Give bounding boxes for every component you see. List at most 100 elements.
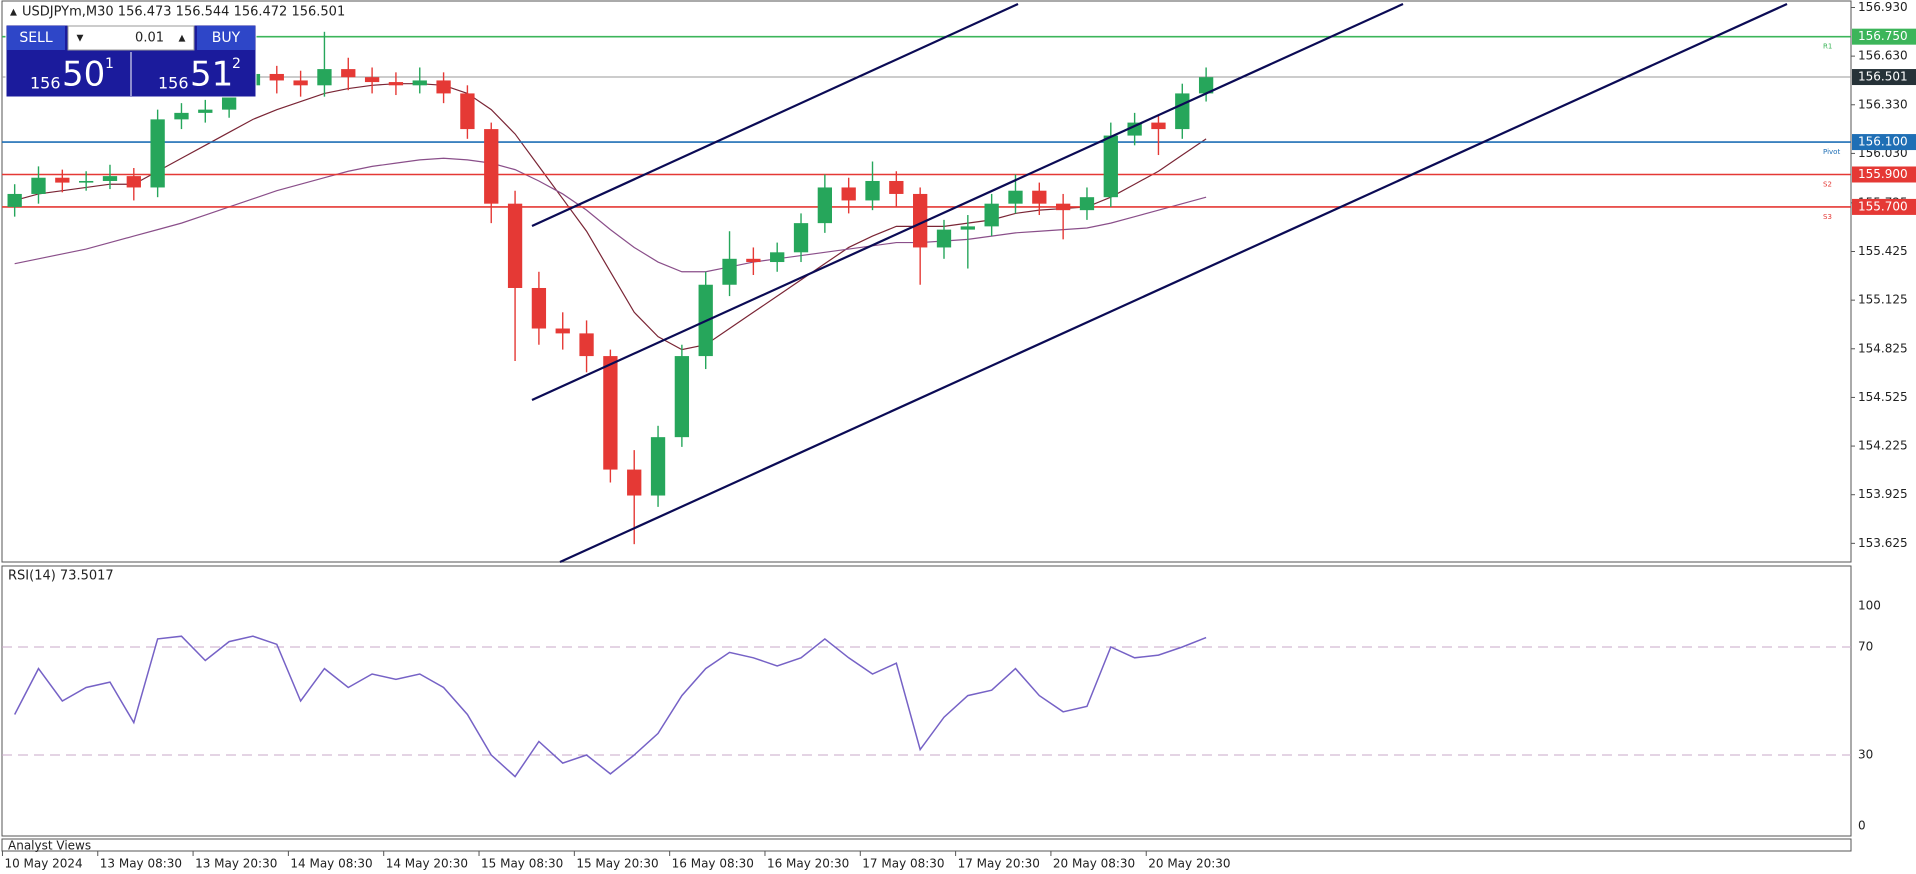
analyst-label: Analyst Views	[8, 839, 91, 853]
level-label: 155.900	[1858, 167, 1908, 181]
candle-body	[7, 193, 22, 207]
moving-average	[14, 83, 1207, 351]
rsi-panel	[1, 565, 1852, 837]
x-tick-label: 13 May 08:30	[100, 857, 182, 871]
candle-body	[960, 226, 975, 230]
level-tag: R1	[1823, 43, 1832, 51]
y-tick-label: 156.630	[1858, 49, 1908, 63]
level-label: 155.700	[1858, 199, 1908, 213]
candle-body	[1151, 122, 1166, 130]
ask-big: 156	[158, 74, 189, 93]
sell-button[interactable]	[7, 26, 65, 50]
level-tag: S3	[1823, 213, 1832, 221]
main-panel	[1, 0, 1852, 563]
candle-body	[770, 252, 785, 263]
candle-body	[913, 193, 928, 248]
candle-body	[436, 80, 451, 94]
y-tick-label: 154.225	[1858, 439, 1908, 453]
candle-body	[388, 82, 404, 86]
candle-body	[31, 177, 46, 194]
y-tick-label: 156.930	[1858, 0, 1908, 14]
level-label-bg	[1852, 198, 1916, 215]
y-tick-label: 30	[1858, 748, 1873, 762]
y-tick-label: 154.525	[1858, 390, 1908, 404]
lot-down[interactable]: ▼	[77, 34, 84, 44]
candle-body	[650, 437, 666, 496]
symbol-header: USDJPYm,M30 156.473 156.544 156.472 156.…	[22, 5, 345, 20]
y-tick-label: 70	[1858, 640, 1873, 654]
buy-button[interactable]	[197, 26, 255, 50]
trade-panel: SELL ▼ ▲ 0.01 BUY 156 50 1 156 51 2	[5, 24, 257, 98]
sell-text: SELL	[19, 30, 53, 46]
ask: 51	[190, 55, 233, 95]
candle-body	[603, 356, 618, 470]
trend-line	[531, 2, 1019, 228]
x-tick-label: 17 May 20:30	[958, 857, 1040, 871]
candle-body	[341, 69, 356, 78]
lot-box[interactable]	[67, 25, 195, 51]
candle-body	[364, 77, 380, 83]
candle-body	[317, 69, 332, 86]
candle-body	[984, 203, 999, 227]
candle-body	[793, 223, 809, 253]
candle-body	[102, 176, 118, 181]
candle-body	[412, 80, 427, 86]
x-tick-label: 10 May 2024	[4, 857, 82, 871]
candle-body	[674, 356, 690, 438]
candle-body	[269, 73, 284, 81]
candle-body	[722, 258, 737, 285]
candle-body	[1079, 197, 1095, 211]
level-tag: S2	[1823, 180, 1832, 188]
x-tick-label: 16 May 08:30	[672, 857, 754, 871]
level-label-bg	[1852, 69, 1916, 86]
candle-body	[531, 287, 547, 329]
candle-body	[555, 328, 570, 334]
candle-body	[889, 180, 904, 194]
candle-body	[1127, 122, 1142, 136]
ask-sup: 2	[232, 56, 241, 72]
level-label: 156.501	[1858, 70, 1908, 84]
bid-sup: 1	[105, 56, 114, 72]
candle-body	[174, 112, 189, 120]
y-tick-label: 100	[1858, 599, 1881, 613]
candle-body	[1032, 190, 1047, 204]
candle-body	[1103, 135, 1118, 198]
level-label-bg	[1852, 28, 1916, 45]
candle-body	[817, 187, 832, 224]
level-label: 156.100	[1858, 135, 1908, 149]
candle-body	[198, 109, 213, 113]
y-tick-label: 154.825	[1858, 341, 1908, 355]
candle-body	[293, 80, 308, 86]
candle-body	[126, 176, 141, 188]
level-label-bg	[1852, 134, 1916, 151]
candle-body	[627, 469, 642, 496]
y-tick-label: 153.925	[1858, 487, 1908, 501]
channel	[531, 2, 1788, 564]
candle-body	[55, 177, 70, 183]
collapse-icon[interactable]: ▲	[10, 8, 17, 18]
analyst-panel	[1, 838, 1852, 852]
x-tick-label: 14 May 08:30	[290, 857, 372, 871]
level-tag: Pivot	[1823, 148, 1840, 156]
lot-up[interactable]: ▲	[179, 34, 186, 44]
x-tick-label: 15 May 20:30	[576, 857, 658, 871]
candle-body	[1175, 93, 1190, 130]
y-tick-label: 155.125	[1858, 293, 1908, 307]
candle-body	[936, 229, 952, 248]
buy-text: BUY	[212, 30, 241, 46]
rsi-line	[13, 635, 1207, 778]
candle-body	[841, 187, 856, 201]
x-tick-label: 17 May 08:30	[862, 857, 944, 871]
trend-line	[531, 2, 1404, 402]
y-tick-label: 0	[1858, 819, 1866, 833]
x-tick-label: 16 May 20:30	[767, 857, 849, 871]
candle-body	[507, 203, 523, 288]
y-tick-label: 155.425	[1858, 244, 1908, 258]
candle-body	[79, 180, 94, 183]
level-label: 156.750	[1858, 29, 1908, 43]
bid-big: 156	[30, 74, 61, 93]
rsi-header: RSI(14) 73.5017	[8, 569, 114, 584]
